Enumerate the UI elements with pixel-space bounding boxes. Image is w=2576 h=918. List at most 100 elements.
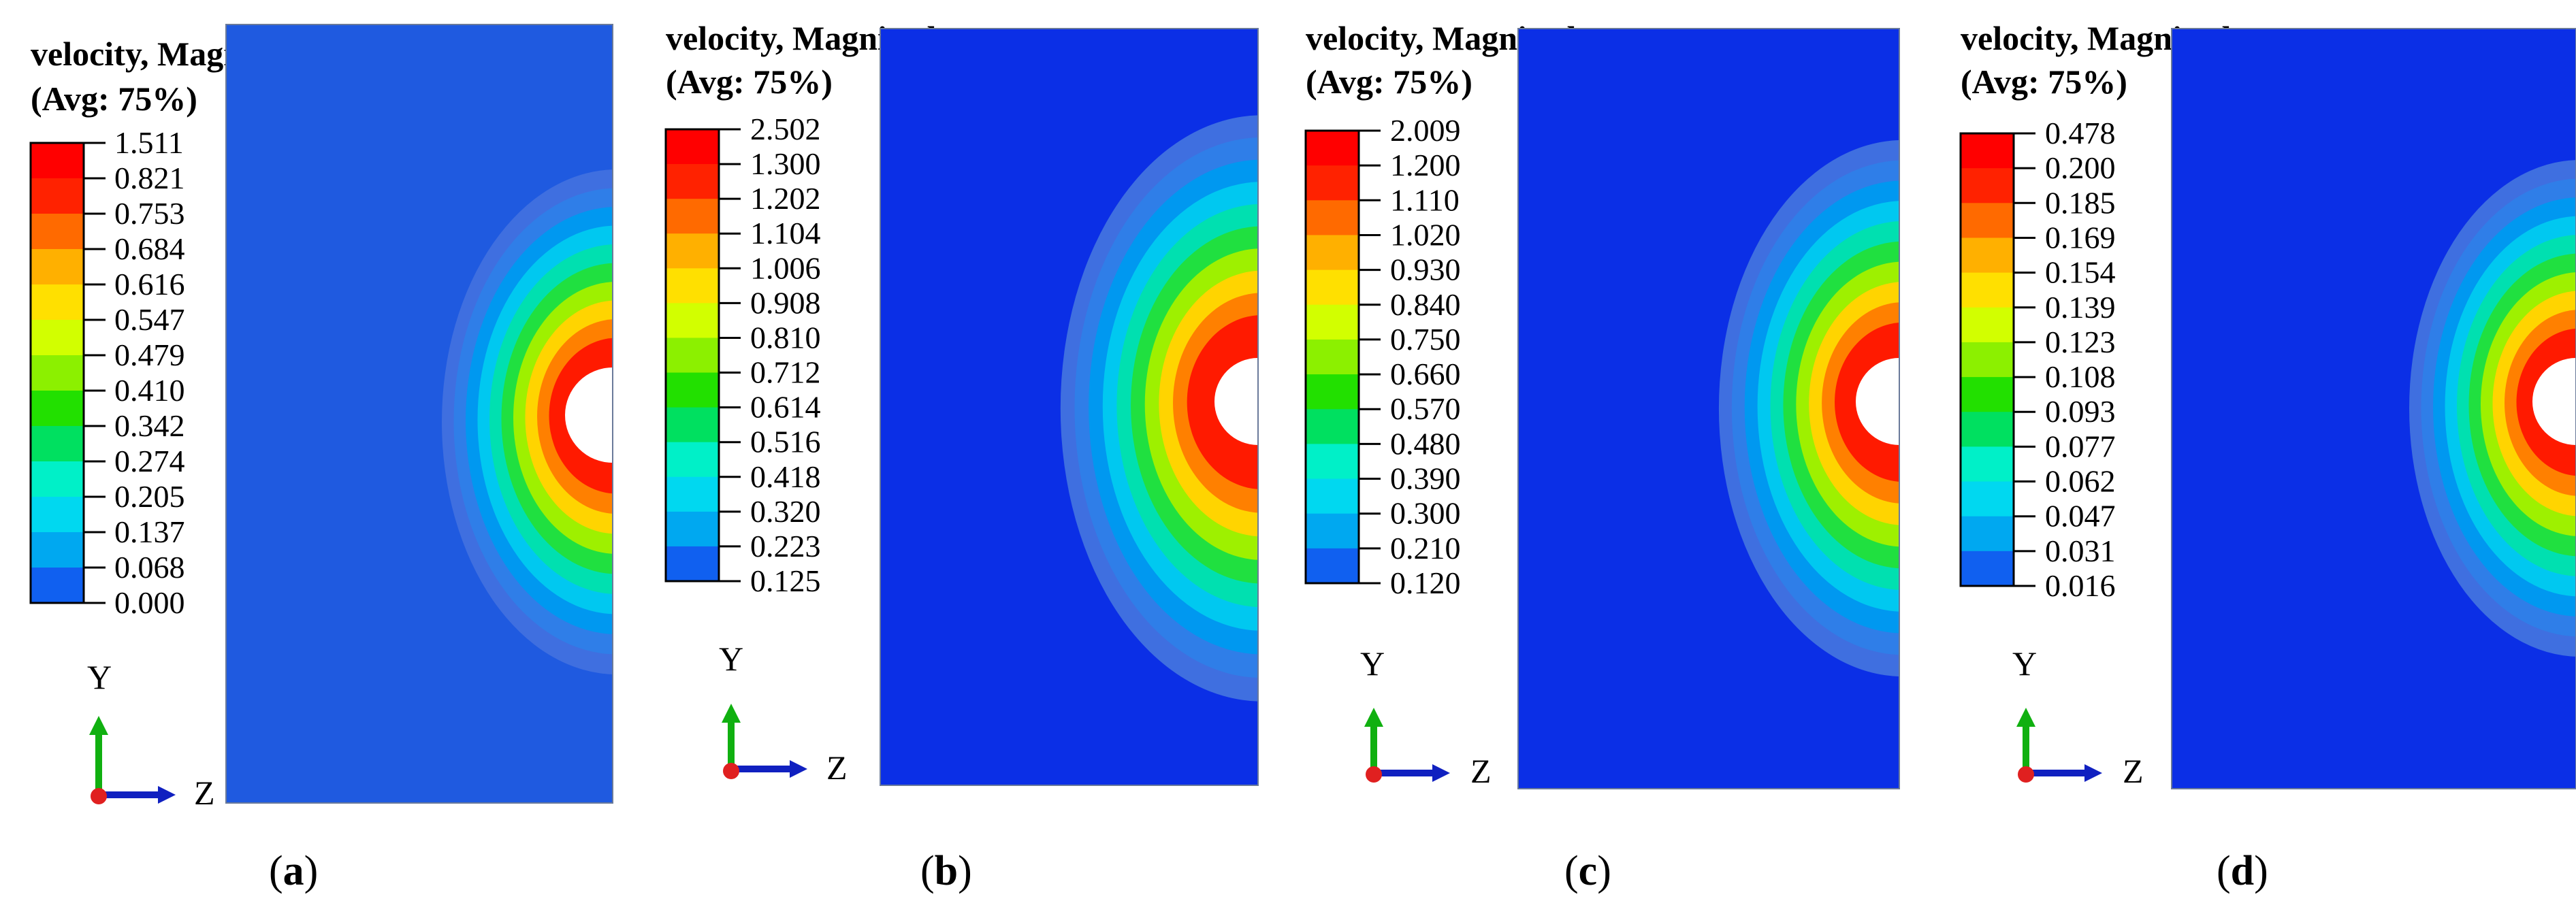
axis-z-arrowhead-d xyxy=(2084,764,2102,782)
legend-swatch xyxy=(666,268,719,304)
legend-value: 0.478 xyxy=(2045,116,2116,150)
legend-swatch xyxy=(1961,377,2014,412)
legend-subtitle-b: (Avg: 75%) xyxy=(666,63,833,101)
caption-d: (d) xyxy=(2217,848,2268,894)
legend-value: 1.300 xyxy=(750,146,821,181)
axis-triad-b: Y Z xyxy=(719,640,848,787)
axis-z-label-b: Z xyxy=(826,749,848,787)
legend-value: 0.479 xyxy=(114,338,185,372)
legend-swatch xyxy=(31,568,84,604)
legend-value: 0.547 xyxy=(114,302,185,337)
legend-swatch xyxy=(1306,548,1359,584)
legend-swatch xyxy=(666,546,719,582)
legend-swatch xyxy=(666,233,719,269)
legend-value: 2.009 xyxy=(1390,113,1461,148)
legend-value: 1.110 xyxy=(1390,182,1460,217)
legend-value: 0.660 xyxy=(1390,357,1461,391)
axis-y-label-b: Y xyxy=(719,640,743,678)
legend-swatch xyxy=(666,199,719,234)
field-border xyxy=(2171,28,2576,789)
axis-triad-a: Y Z xyxy=(87,658,215,812)
axis-z-arrowhead-a xyxy=(158,786,176,804)
legend-value: 0.223 xyxy=(750,529,821,563)
legend-swatch xyxy=(31,143,84,179)
legend-swatch xyxy=(31,355,84,391)
legend-value: 0.390 xyxy=(1390,461,1461,496)
legend-swatch xyxy=(31,532,84,568)
legend-swatch xyxy=(31,249,84,285)
legend-value: 0.169 xyxy=(2045,220,2116,255)
legend-swatch xyxy=(666,338,719,374)
axis-x-dot-c xyxy=(1366,766,1382,783)
legend-swatch xyxy=(666,303,719,339)
axis-triad-d: Y Z xyxy=(2012,644,2144,790)
velocity-field-d xyxy=(2171,28,2576,789)
legend-value: 2.502 xyxy=(750,112,821,146)
legend-swatch xyxy=(1961,168,2014,203)
axis-z-label-a: Z xyxy=(194,774,215,812)
legend-value: 1.202 xyxy=(750,181,821,216)
legend-value: 0.016 xyxy=(2045,568,2116,603)
legend-value: 0.200 xyxy=(2045,150,2116,185)
velocity-field-b xyxy=(880,28,1259,786)
legend-swatch xyxy=(1306,131,1359,166)
legend-swatch xyxy=(31,497,84,533)
legend-swatch xyxy=(1961,307,2014,343)
legend-value: 1.511 xyxy=(114,125,184,160)
legend-swatch xyxy=(666,164,719,199)
axis-x-dot-a xyxy=(91,788,107,804)
caption-a: (a) xyxy=(269,848,318,894)
legend-swatch xyxy=(31,426,84,462)
legend-subtitle-a: (Avg: 75%) xyxy=(31,80,197,118)
legend-swatch xyxy=(666,129,719,165)
legend-swatch xyxy=(666,442,719,478)
legend-swatch xyxy=(1961,237,2014,274)
panel-a: velocity, Magnitude (Avg: 75%) 1.5110.82… xyxy=(29,24,613,894)
legend-swatch xyxy=(1961,342,2014,378)
legend-colorbar-d: 0.4780.2000.1850.1690.1540.1390.1230.108… xyxy=(1959,116,2116,603)
legend-value: 0.418 xyxy=(750,459,821,494)
legend-value: 0.185 xyxy=(2045,185,2116,220)
legend-swatch xyxy=(1961,446,2014,482)
legend-value: 1.020 xyxy=(1390,217,1461,252)
legend-swatch xyxy=(31,178,84,214)
legend-value: 0.480 xyxy=(1390,426,1461,461)
legend-value: 0.125 xyxy=(750,563,821,598)
legend-value: 0.077 xyxy=(2045,429,2116,463)
legend-swatch xyxy=(1306,200,1359,236)
legend-value: 0.205 xyxy=(114,479,185,514)
legend-swatch xyxy=(1306,513,1359,549)
legend-swatch xyxy=(1961,412,2014,447)
axis-y-arrowhead-d xyxy=(2016,708,2035,727)
legend-value: 0.684 xyxy=(114,231,185,266)
legend-subtitle-d: (Avg: 75%) xyxy=(1961,63,2127,101)
axis-z-arrowhead-c xyxy=(1432,764,1450,782)
legend-value: 0.410 xyxy=(114,373,185,408)
legend-value: 0.123 xyxy=(2045,325,2116,359)
legend-swatch xyxy=(666,511,719,547)
legend-swatch xyxy=(1306,409,1359,444)
legend-swatch xyxy=(1961,551,2014,587)
caption-b: (b) xyxy=(920,848,972,894)
legend-swatch xyxy=(1306,269,1359,306)
legend-frame xyxy=(1304,129,1360,585)
legend-value: 0.154 xyxy=(2045,255,2116,290)
axis-y-label-a: Y xyxy=(87,658,112,696)
axis-y-arrowhead-c xyxy=(1364,708,1383,727)
legend-swatch xyxy=(31,391,84,427)
legend-swatch xyxy=(31,214,84,250)
legend-swatch xyxy=(666,476,719,512)
legend-value: 0.031 xyxy=(2045,534,2116,568)
legend-value: 1.006 xyxy=(750,250,821,285)
legend-value: 0.840 xyxy=(1390,287,1461,322)
legend-swatch xyxy=(1306,478,1359,514)
legend-value: 0.108 xyxy=(2045,359,2116,394)
legend-swatch xyxy=(1306,444,1359,480)
legend-swatch xyxy=(1306,339,1359,375)
legend-value: 1.200 xyxy=(1390,148,1461,182)
legend-swatch xyxy=(1961,133,2014,169)
legend-subtitle-c: (Avg: 75%) xyxy=(1306,63,1472,101)
legend-value: 0.139 xyxy=(2045,290,2116,325)
hole-cutout xyxy=(565,367,613,463)
